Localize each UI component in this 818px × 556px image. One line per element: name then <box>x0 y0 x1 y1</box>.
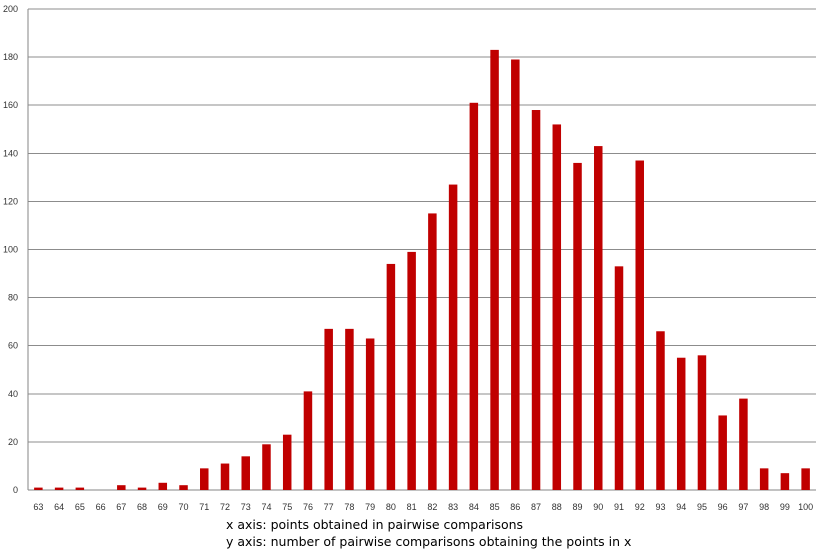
x-tick-label: 99 <box>780 502 790 512</box>
bar-88 <box>552 124 562 490</box>
y-tick-label: 160 <box>3 100 18 110</box>
x-tick-label: 94 <box>676 502 686 512</box>
x-tick-label: 98 <box>759 502 769 512</box>
bar-100 <box>801 468 810 490</box>
x-tick-label: 86 <box>510 502 520 512</box>
x-tick-label: 65 <box>75 502 85 512</box>
x-tick-label: 77 <box>324 502 334 512</box>
bar-89 <box>573 162 582 491</box>
bar-77 <box>324 328 333 490</box>
bar-68 <box>137 487 147 490</box>
y-tick-label: 180 <box>3 52 18 62</box>
x-tick-label: 81 <box>407 502 417 512</box>
x-axis-ticks: 63 64 65 66 67 68 69 70 71 72 73 74 75 76 77 78 79 80 81 82… <box>33 502 813 512</box>
bar-87 <box>531 110 541 490</box>
bar-90 <box>594 146 603 490</box>
x-tick-label: 95 <box>697 502 707 512</box>
x-tick-label: 64 <box>54 502 64 512</box>
y-tick-label: 0 <box>13 485 18 495</box>
bar-84 <box>469 102 479 491</box>
bar-70 <box>179 485 188 490</box>
bar-74 <box>262 444 271 490</box>
bar-97 <box>739 398 748 490</box>
x-tick-label: 78 <box>344 502 354 512</box>
y-tick-label: 80 <box>8 293 18 303</box>
bar-76 <box>303 391 313 490</box>
bar-69 <box>158 482 168 490</box>
x-tick-label: 88 <box>552 502 562 512</box>
bar-73 <box>241 456 250 490</box>
x-tick-label: 83 <box>448 502 458 512</box>
x-tick-label: 93 <box>655 502 665 512</box>
x-tick-label: 79 <box>365 502 375 512</box>
gridlines <box>27 8 816 491</box>
bar-94 <box>676 357 686 490</box>
x-tick-label: 97 <box>738 502 748 512</box>
y-tick-label: 20 <box>8 437 18 447</box>
bar-93 <box>656 331 665 490</box>
x-tick-label: 69 <box>158 502 168 512</box>
x-tick-label: 68 <box>137 502 147 512</box>
x-tick-label: 72 <box>220 502 230 512</box>
bar-80 <box>386 263 396 490</box>
bar-83 <box>448 184 458 490</box>
bar-99 <box>780 473 790 490</box>
x-tick-label: 74 <box>261 502 271 512</box>
bars <box>34 49 810 491</box>
x-tick-label: 80 <box>386 502 396 512</box>
x-tick-label: 84 <box>469 502 479 512</box>
x-tick-label: 66 <box>96 502 106 512</box>
bar-96 <box>718 415 727 490</box>
bar-65 <box>75 487 85 490</box>
x-tick-label: 100 <box>798 502 813 512</box>
bar-98 <box>759 468 769 490</box>
y-tick-label: 60 <box>8 341 18 351</box>
x-tick-label: 87 <box>531 502 541 512</box>
bar-71 <box>200 468 209 490</box>
y-tick-label: 140 <box>3 148 18 158</box>
bar-79 <box>365 338 375 490</box>
x-tick-label: 92 <box>635 502 645 512</box>
x-tick-label: 82 <box>427 502 437 512</box>
x-tick-label: 75 <box>282 502 292 512</box>
bar-91 <box>614 266 624 490</box>
x-tick-label: 91 <box>614 502 624 512</box>
bar-75 <box>282 434 292 490</box>
bar-78 <box>345 328 354 490</box>
x-tick-label: 70 <box>179 502 189 512</box>
bar-86 <box>511 59 520 490</box>
bar-92 <box>635 160 644 490</box>
bar-63 <box>34 487 43 490</box>
y-axis-caption: y axis: number of pairwise comparisons o… <box>226 534 632 549</box>
x-tick-label: 85 <box>490 502 500 512</box>
y-tick-label: 40 <box>8 389 18 399</box>
x-tick-label: 63 <box>33 502 43 512</box>
bar-82 <box>428 213 437 491</box>
bar-85 <box>490 49 499 490</box>
bar-95 <box>697 355 707 490</box>
x-tick-label: 96 <box>718 502 728 512</box>
x-tick-label: 71 <box>199 502 209 512</box>
bar-64 <box>54 487 64 490</box>
x-tick-label: 73 <box>241 502 251 512</box>
x-axis-caption: x axis: points obtained in pairwise comp… <box>226 517 524 532</box>
y-axis-ticks: 0 20 40 60 80 100 120 140 160 180 200 <box>3 4 18 495</box>
y-tick-label: 200 <box>3 4 18 14</box>
y-tick-label: 120 <box>3 196 18 206</box>
x-tick-label: 67 <box>116 502 126 512</box>
bar-81 <box>407 251 416 490</box>
x-tick-label: 76 <box>303 502 313 512</box>
y-tick-label: 100 <box>3 245 18 255</box>
bar-67 <box>117 485 126 490</box>
x-tick-label: 90 <box>593 502 603 512</box>
bar-72 <box>220 463 230 490</box>
x-tick-label: 89 <box>573 502 583 512</box>
